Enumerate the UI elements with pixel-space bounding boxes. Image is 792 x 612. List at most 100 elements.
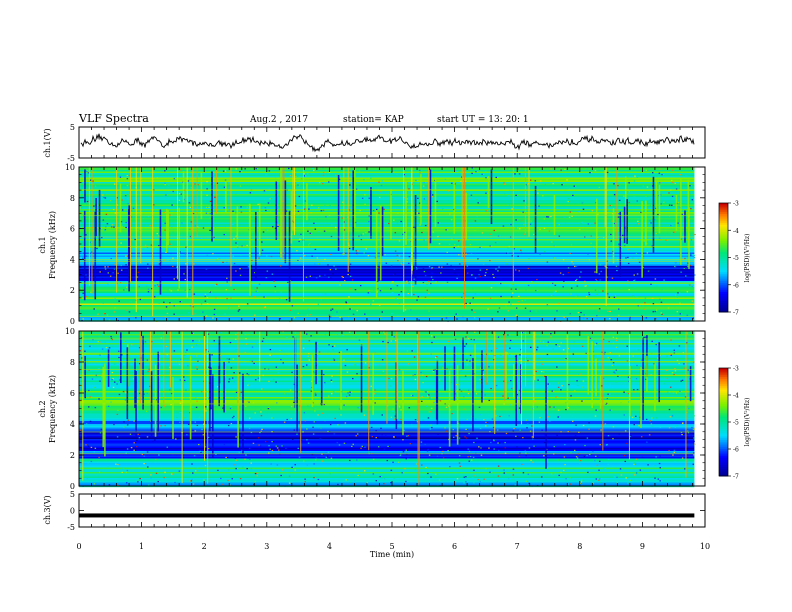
spectrogram-speck xyxy=(512,478,515,480)
ch3-waveform-ylabel: ch.3(V) xyxy=(43,495,52,524)
spectrogram-speck xyxy=(147,215,150,218)
spectrogram-speck xyxy=(427,472,429,475)
spectrogram-streak xyxy=(444,346,446,391)
spectrogram-row xyxy=(79,454,695,456)
spectrogram-speck xyxy=(469,364,471,366)
spectrogram-line xyxy=(79,215,695,217)
spectrogram-speck xyxy=(338,444,341,446)
spectrogram-speck xyxy=(420,400,423,402)
spectrogram-speck xyxy=(482,263,485,265)
spectrogram-speck xyxy=(436,356,438,358)
spectrogram-speck xyxy=(469,243,472,246)
spectrogram-speck xyxy=(438,285,441,287)
spectrogram-row xyxy=(79,221,695,223)
spectrogram-speck xyxy=(665,239,667,241)
spectrogram-speck xyxy=(535,370,537,373)
spectrogram-speck xyxy=(355,213,357,215)
spectrogram-speck xyxy=(463,396,465,398)
spectrogram-speck xyxy=(255,343,258,345)
spectrogram-speck xyxy=(100,428,103,430)
spectrogram-speck xyxy=(117,252,120,254)
spectrogram-streak xyxy=(545,376,547,469)
spectrogram-speck xyxy=(587,471,589,473)
spectrogram-speck xyxy=(93,483,96,485)
spectrogram-speck xyxy=(655,456,657,458)
spectrogram-speck xyxy=(586,454,588,457)
spectrogram-speck xyxy=(400,220,402,223)
colorbar-swatch xyxy=(719,420,728,423)
spectrogram-streak xyxy=(225,180,227,213)
spectrogram-speck xyxy=(539,253,541,255)
spectrogram-speck xyxy=(584,334,587,336)
colorbar-swatch xyxy=(719,441,728,445)
spectrogram-speck xyxy=(423,181,425,184)
spectrogram-speck xyxy=(623,455,626,457)
spectrogram-streak xyxy=(625,176,627,227)
spectrogram-speck xyxy=(458,455,461,457)
spectrogram-speck xyxy=(504,452,507,454)
spectrogram-speck xyxy=(382,370,385,372)
spectrogram-speck xyxy=(222,261,224,263)
spectrogram-speck xyxy=(573,341,575,343)
spectrogram-speck xyxy=(488,366,490,368)
spectrogram-speck xyxy=(165,194,167,196)
spectrogram-speck xyxy=(268,188,270,190)
spectrogram-speck xyxy=(258,283,261,285)
spectrogram-speck xyxy=(233,464,235,466)
spectrogram-speck xyxy=(230,423,233,425)
spectrogram-streak xyxy=(626,199,628,244)
spectrogram-speck xyxy=(569,211,572,213)
spectrogram-speck xyxy=(568,216,571,218)
spectrogram-speck xyxy=(368,220,370,223)
spectrogram-speck xyxy=(374,402,376,404)
colorbar-swatch xyxy=(719,215,728,219)
spectrogram-speck xyxy=(125,446,128,449)
spectrogram-speck xyxy=(581,400,583,402)
spectrogram-speck xyxy=(565,480,567,482)
spectrogram-speck xyxy=(481,173,483,175)
spectrogram-speck xyxy=(669,386,672,388)
spectrogram-speck xyxy=(322,167,324,169)
spectrogram-speck xyxy=(466,418,468,420)
spectrogram-row xyxy=(79,470,695,473)
spectrogram-speck xyxy=(173,278,176,280)
spectrogram-speck xyxy=(111,345,114,348)
spectrogram-speck xyxy=(650,423,653,425)
spectrogram-speck xyxy=(643,336,645,339)
spectrogram-speck xyxy=(453,268,456,270)
spectrogram-speck xyxy=(430,276,433,278)
spectrogram-speck xyxy=(506,252,509,254)
spectrogram-row xyxy=(79,174,695,177)
spectrogram-speck xyxy=(180,193,182,195)
spectrogram-speck xyxy=(375,208,378,211)
spectrogram-speck xyxy=(204,406,207,408)
spectrogram-speck xyxy=(238,451,240,454)
spectrogram-speck xyxy=(116,436,119,438)
spectrogram-speck xyxy=(637,223,640,225)
spectrogram-speck xyxy=(188,224,191,227)
spectrogram-speck xyxy=(591,210,594,212)
spectrogram-row xyxy=(79,424,695,426)
spectrogram-speck xyxy=(505,252,508,254)
spectrogram-speck xyxy=(459,341,461,343)
spectrogram-speck xyxy=(290,405,293,408)
spectrogram-speck xyxy=(137,479,140,481)
spectrogram-speck xyxy=(455,313,457,315)
spectrogram-speck xyxy=(126,178,129,180)
spectrogram-speck xyxy=(127,419,129,421)
spectrogram-streak xyxy=(640,367,642,428)
spectrogram-speck xyxy=(692,463,695,465)
spectrogram-speck xyxy=(350,288,352,290)
spectrogram-speck xyxy=(425,466,427,469)
spectrogram-row xyxy=(79,270,695,273)
spectrogram-speck xyxy=(625,477,627,479)
spectrogram-speck xyxy=(338,285,341,287)
spectrogram-speck xyxy=(642,185,645,187)
spectrogram-speck xyxy=(193,293,196,295)
colorbar-tick-label: -7 xyxy=(733,474,739,481)
spectrogram-speck xyxy=(260,411,262,413)
spectrogram-speck xyxy=(206,181,208,183)
spectrogram-speck xyxy=(398,240,401,242)
spectrogram-speck xyxy=(342,276,344,279)
spectrogram-speck xyxy=(685,202,687,204)
